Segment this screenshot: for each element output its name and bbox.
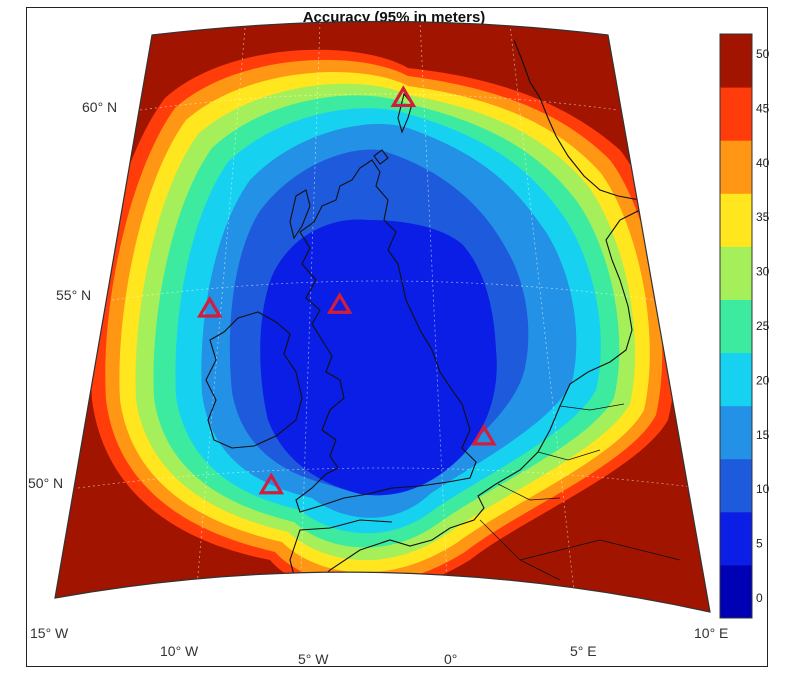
colorbar-tick-label: 50 [756,47,770,61]
colorbar-segment [720,511,752,566]
coast-great-britain [295,159,477,513]
coast-bay-of-biscay [289,519,393,599]
colorbar-frame [719,33,753,619]
station-marker [471,423,497,446]
lat-label-60: 60° N [82,99,117,115]
lon-label-0: 0° [444,651,457,667]
colorbar-segment [720,352,752,407]
lon-label-10w: 10° W [160,643,199,659]
station-marker [196,295,223,318]
coast-norway [513,39,641,201]
coast-hebrides [289,189,311,240]
lon-label-5e: 5° E [570,643,597,659]
colorbar-segment [720,564,752,619]
station-marker [258,472,285,495]
lat-label-50: 50° N [28,475,63,491]
band-0-5 [260,219,497,496]
colorbar-segment [720,246,752,300]
station-marker [326,292,353,314]
colorbar-tick-label: 30 [756,265,770,279]
colorbar-segment [720,299,752,354]
lat-label-55: 55° N [56,287,91,303]
coast-continent [299,209,641,599]
lon-label-10e: 10° E [694,625,728,641]
colorbar-segment [720,405,752,460]
colorbar-tick-label: 45 [756,101,770,115]
colorbar-tick-label: 5 [756,537,763,551]
station-marker [390,85,417,108]
colorbar-tick-label: 20 [756,373,770,387]
colorbar-tick-label: 10 [756,482,770,496]
colorbar-segment [720,87,752,141]
colorbar-tick-label: 15 [756,428,770,442]
colorbar-segment [720,140,752,194]
coast-ireland [205,311,303,449]
colorbar-tick-label: 35 [756,210,770,224]
colorbar: 0 5 10 15 20 25 30 35 40 45 50 [719,33,770,619]
lon-label-15w: 15° W [30,625,69,641]
border-lines [479,403,681,581]
colorbar-segment [720,458,752,513]
coastlines [205,39,681,599]
colorbar-segment [720,34,752,88]
coast-orkney [373,149,389,165]
colorbar-tick-label: 40 [756,156,770,170]
station-markers [196,85,497,495]
lon-label-5w: 5° W [298,651,329,667]
colorbar-segment [720,193,752,247]
colorbar-tick-label: 25 [756,319,770,333]
map-border [54,20,711,613]
colorbar-tick-label: 0 [756,591,763,605]
